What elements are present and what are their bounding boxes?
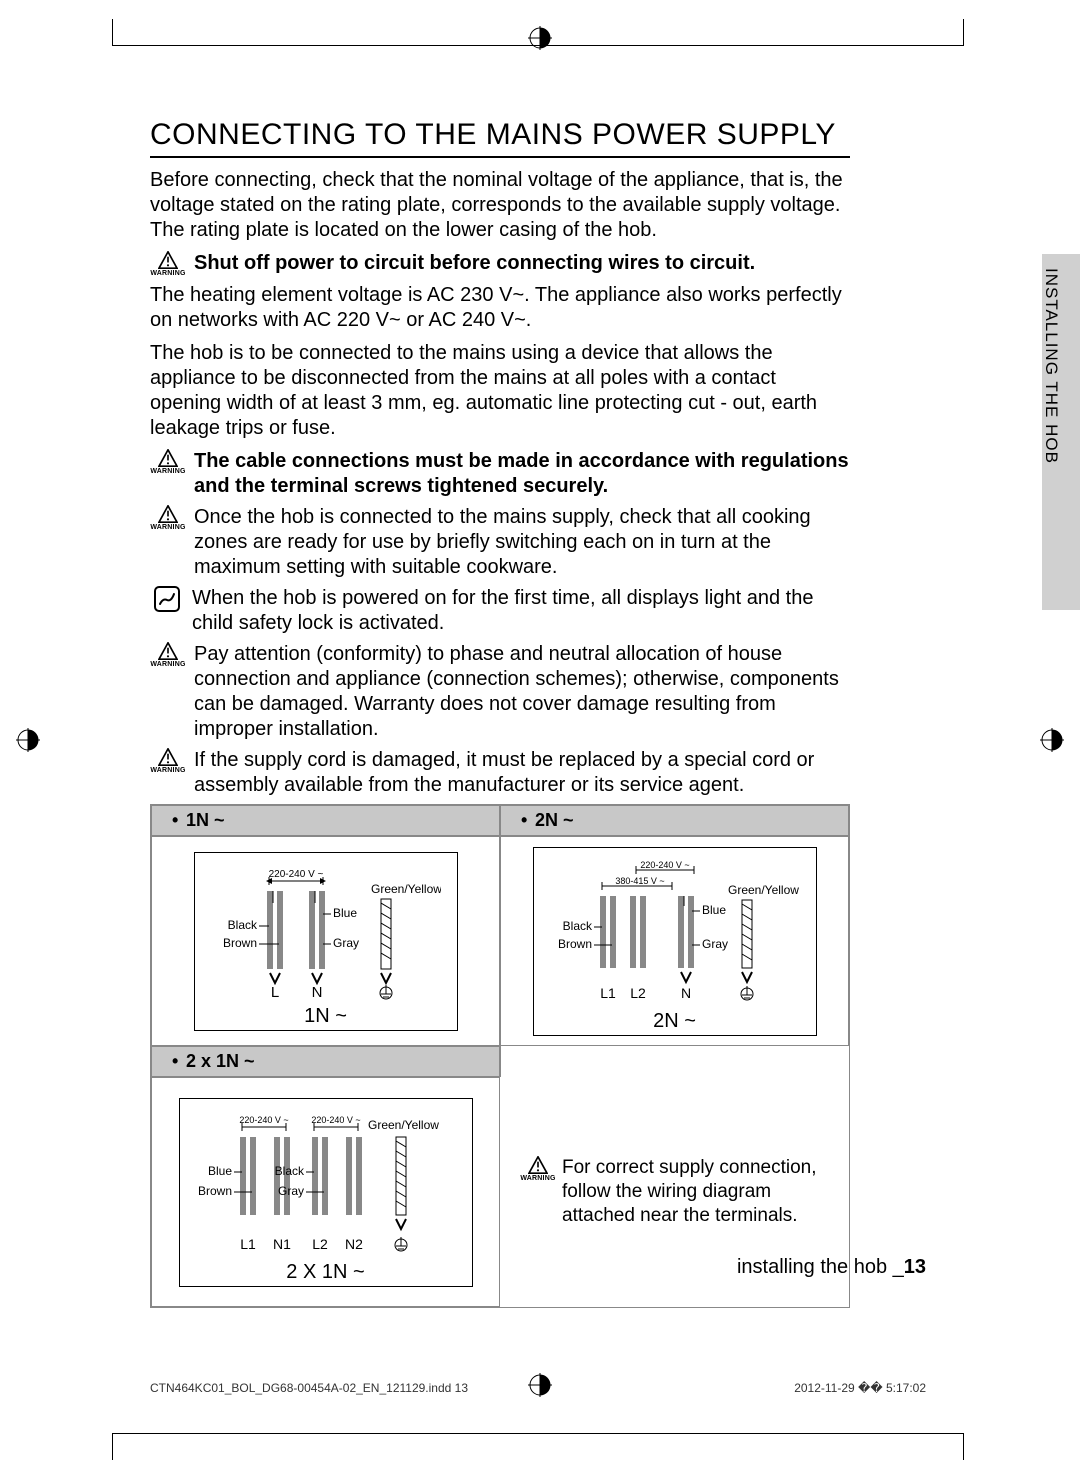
crop-mark (112, 19, 113, 45)
note-icon (154, 586, 180, 612)
print-timestamp: 2012-11-29 �� 5:17:02 (794, 1381, 926, 1395)
note-first-time: When the hob is powered on for the first… (192, 586, 850, 636)
crop-mark (112, 1433, 964, 1434)
warning-icon (158, 642, 178, 660)
svg-text:L2: L2 (312, 1236, 328, 1252)
svg-text:Black: Black (227, 918, 257, 932)
svg-text:220-240 V ~: 220-240 V ~ (239, 1115, 288, 1125)
voltage-paragraph: The heating element voltage is AC 230 V~… (150, 283, 850, 333)
page-title: CONNECTING TO THE MAINS POWER SUPPLY (150, 118, 850, 158)
svg-text:Green/Yellow: Green/Yellow (728, 883, 799, 897)
registration-mark-icon (1040, 728, 1064, 752)
svg-text:Brown: Brown (222, 936, 256, 950)
svg-text:L2: L2 (630, 985, 646, 1001)
warning-label: WARNING (150, 524, 185, 531)
warning-icon (528, 1156, 548, 1174)
diagram-header-1n: •1N ~ (151, 805, 500, 836)
warning-shut-off: Shut off power to circuit before connect… (194, 251, 850, 276)
crop-mark (112, 1434, 113, 1460)
diagram-2x1n: 220-240 V ~ 220-240 V ~ L1 N1 Blue (179, 1098, 473, 1287)
diagram-header-2n: •2N ~ (500, 805, 849, 836)
warning-icon (158, 449, 178, 467)
svg-text:220-240 V ~: 220-240 V ~ (268, 869, 323, 880)
warning-label: WARNING (150, 468, 185, 475)
svg-text:L: L (270, 984, 278, 1001)
svg-text:N: N (311, 984, 322, 1001)
warning-icon (158, 505, 178, 523)
svg-text:Gray: Gray (702, 937, 728, 951)
diagram-header-2x1n: •2 x 1N ~ (151, 1046, 500, 1077)
warning-cord-damaged: If the supply cord is damaged, it must b… (194, 748, 850, 798)
svg-text:Black: Black (562, 919, 592, 933)
section-tab-label: INSTALLING THE HOB (1041, 268, 1061, 464)
diagram-2n: 220-240 V ~ 380-415 V ~ L1 L2 Black (533, 847, 817, 1036)
wiring-diagrams: •1N ~ •2N ~ 220-240 V ~ L (150, 804, 850, 1308)
svg-text:Gray: Gray (277, 1184, 303, 1198)
mains-paragraph: The hob is to be connected to the mains … (150, 341, 850, 441)
diagram-caption: 2 X 1N ~ (196, 1259, 456, 1284)
crop-mark (963, 19, 964, 45)
svg-text:Green/Yellow: Green/Yellow (368, 1118, 439, 1132)
warning-cable: The cable connections must be made in ac… (194, 449, 850, 499)
registration-mark-icon (528, 26, 552, 50)
warning-icon (158, 251, 178, 269)
intro-paragraph: Before connecting, check that the nomina… (150, 168, 850, 243)
svg-text:Blue: Blue (207, 1164, 231, 1178)
svg-text:220-240 V ~: 220-240 V ~ (640, 860, 689, 870)
svg-text:380-415 V ~: 380-415 V ~ (615, 876, 664, 886)
svg-text:Black: Black (274, 1164, 304, 1178)
diagram-caption: 2N ~ (550, 1008, 800, 1033)
warning-label: WARNING (150, 270, 185, 277)
svg-text:Blue: Blue (702, 903, 726, 917)
registration-mark-icon (16, 728, 40, 752)
print-footer: CTN464KC01_BOL_DG68-00454A-02_EN_121129.… (150, 1381, 926, 1395)
svg-text:N2: N2 (345, 1236, 363, 1252)
warning-label: WARNING (520, 1175, 555, 1182)
page-footer-section: installing the hob _13 (737, 1256, 926, 1279)
svg-text:N1: N1 (273, 1236, 291, 1252)
svg-text:220-240 V ~: 220-240 V ~ (311, 1115, 360, 1125)
warning-icon (158, 748, 178, 766)
warning-phase-neutral: Pay attention (conformity) to phase and … (194, 642, 850, 742)
warning-correct-supply: For correct supply connection, follow th… (562, 1156, 829, 1227)
svg-text:Gray: Gray (333, 936, 359, 950)
warning-label: WARNING (150, 661, 185, 668)
svg-text:Brown: Brown (197, 1184, 231, 1198)
svg-text:L1: L1 (240, 1236, 256, 1252)
warning-once-connected: Once the hob is connected to the mains s… (194, 505, 850, 580)
svg-text:Green/Yellow: Green/Yellow (371, 882, 441, 896)
svg-text:L1: L1 (600, 985, 616, 1001)
warning-label: WARNING (150, 767, 185, 774)
crop-mark (963, 1434, 964, 1460)
svg-text:N: N (680, 985, 690, 1001)
svg-text:Brown: Brown (557, 937, 591, 951)
diagram-1n: 220-240 V ~ L Black Brown (194, 852, 458, 1031)
diagram-caption: 1N ~ (211, 1003, 441, 1028)
svg-text:Blue: Blue (333, 906, 357, 920)
section-tab: INSTALLING THE HOB (1042, 254, 1080, 610)
print-file: CTN464KC01_BOL_DG68-00454A-02_EN_121129.… (150, 1381, 468, 1395)
